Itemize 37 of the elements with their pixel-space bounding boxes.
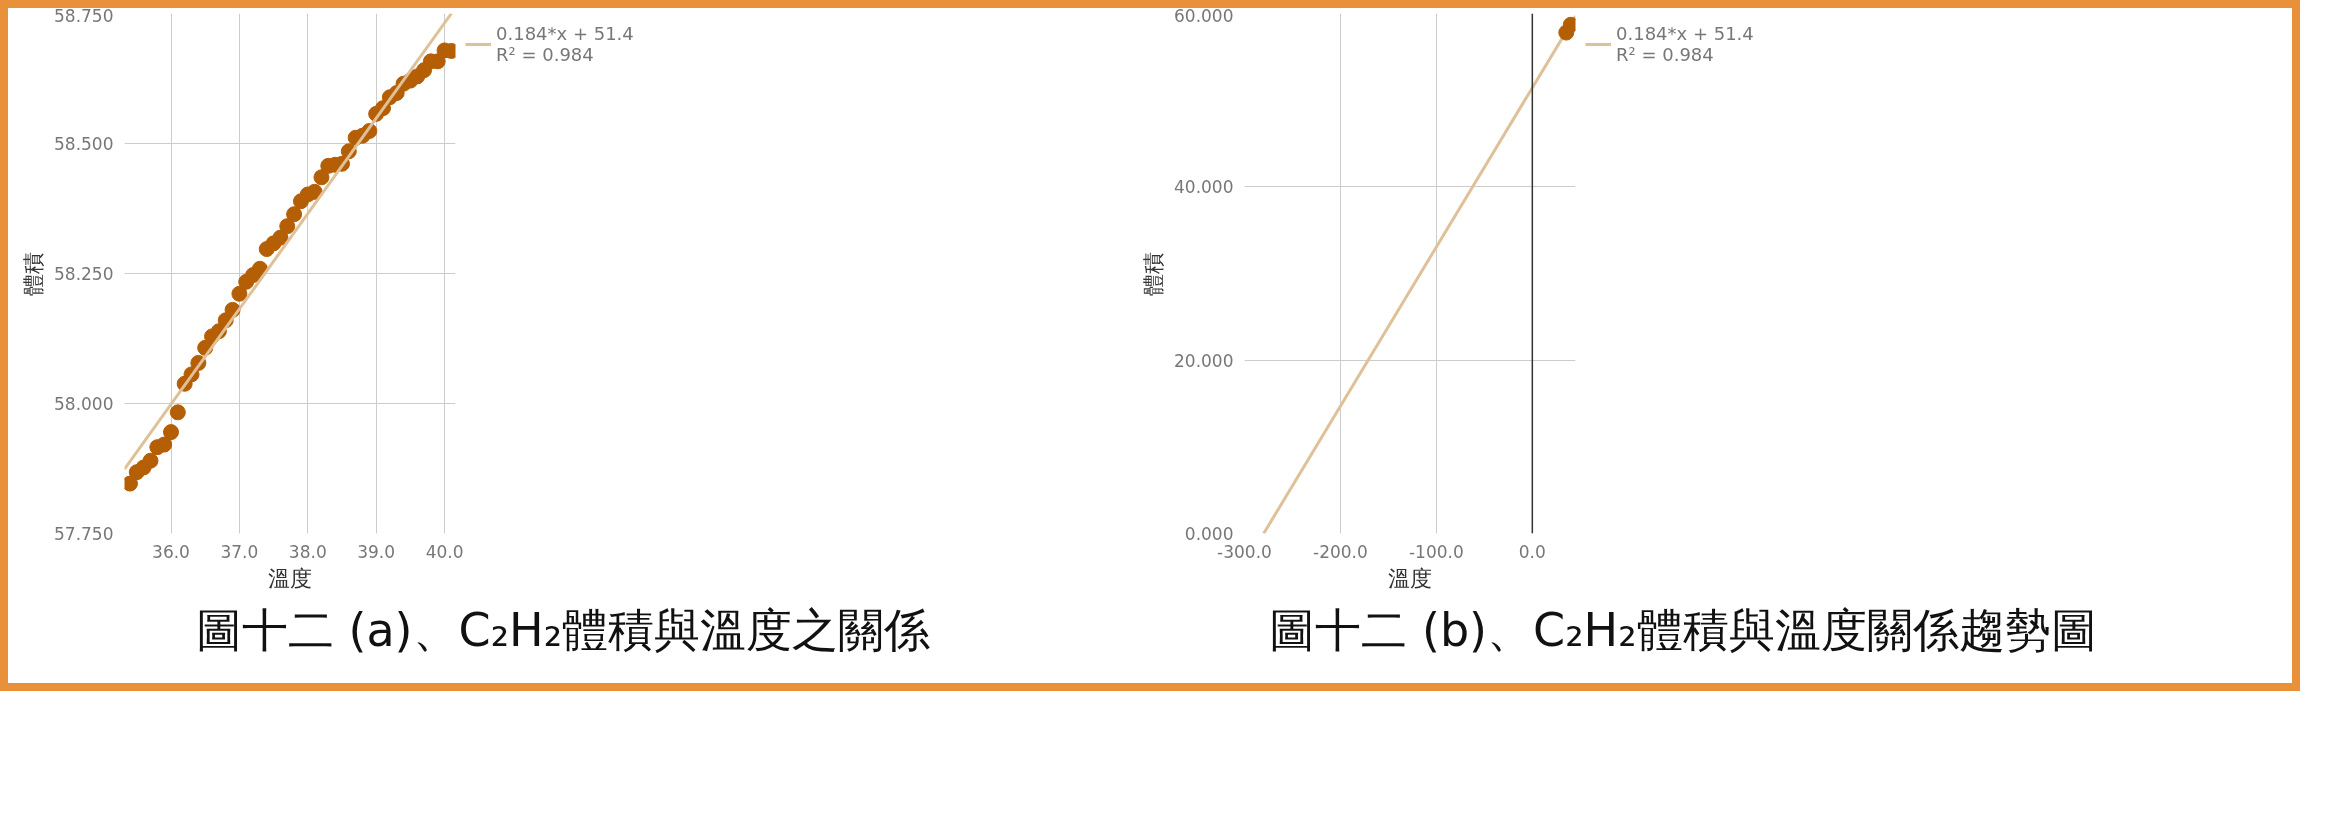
legend-label: 0.184*x + 51.4 R² = 0.984 xyxy=(496,23,634,65)
point xyxy=(231,285,248,302)
x-tick-label: 37.0 xyxy=(220,541,259,562)
point xyxy=(251,260,268,277)
point xyxy=(163,424,179,441)
text: 圖十二 (a)、C₂H₂體積與溫度之關係 xyxy=(195,602,931,659)
x-tick-label: 36.0 xyxy=(152,541,190,562)
point xyxy=(156,436,173,453)
point xyxy=(286,206,303,223)
x-axis-title: 溫度 xyxy=(1388,565,1432,591)
text: 圖十二 (b)、C₂H₂體積與溫度關係趨勢圖 xyxy=(1269,602,2097,659)
point xyxy=(306,183,323,200)
x-tick-label: 40.0 xyxy=(425,541,464,562)
point xyxy=(313,169,330,186)
x-tick-label: -200.0 xyxy=(1313,541,1368,562)
point xyxy=(142,452,159,469)
x-tick-label: -100.0 xyxy=(1408,541,1464,562)
y-tick-label: 57.750 xyxy=(54,524,114,544)
x-axis-title: 溫度 xyxy=(268,565,312,591)
y-axis-title: 體積 xyxy=(21,251,47,296)
y-tick-label: 58.500 xyxy=(54,134,114,154)
x-tick-label: -300.0 xyxy=(1217,541,1272,562)
y-tick-label: 20.000 xyxy=(1174,350,1234,371)
y-tick-label: 40.000 xyxy=(1174,177,1234,198)
y-tick-label: 58.000 xyxy=(54,394,114,414)
point xyxy=(169,404,186,421)
y-tick-label: 60.000 xyxy=(1174,5,1234,26)
y-tick-label: 0.000 xyxy=(1184,524,1234,544)
y-tick-label: 58.250 xyxy=(54,264,114,284)
legend-label: 0.184*x + 51.4 R² = 0.984 xyxy=(1616,23,1754,65)
x-tick-label: 38.0 xyxy=(288,541,327,562)
x-tick-label: 0.0 xyxy=(1518,541,1546,562)
y-axis-title: 體積 xyxy=(1141,251,1167,296)
y-tick-label: 58.750 xyxy=(54,5,114,26)
point xyxy=(272,229,289,246)
point xyxy=(279,218,296,235)
x-tick-label: 39.0 xyxy=(357,541,396,562)
